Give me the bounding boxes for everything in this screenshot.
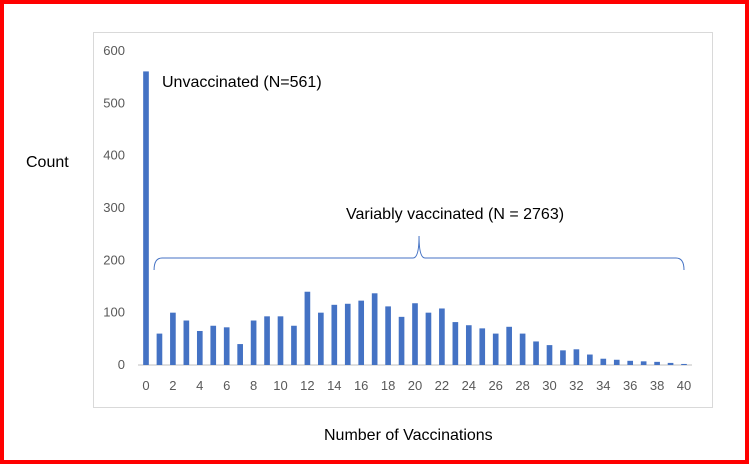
bar xyxy=(277,316,284,365)
x-axis-label: Number of Vaccinations xyxy=(324,427,493,444)
x-tick-label: 16 xyxy=(354,378,368,393)
bar xyxy=(344,303,351,365)
bar xyxy=(143,71,149,365)
annotation-unvaccinated: Unvaccinated (N=561) xyxy=(162,74,322,91)
y-tick-label: 500 xyxy=(103,95,125,110)
y-axis-label: Count xyxy=(26,154,69,171)
x-tick-label: 12 xyxy=(300,378,314,393)
bar xyxy=(479,328,486,365)
y-tick-label: 300 xyxy=(103,200,125,215)
bar xyxy=(613,359,620,365)
bar xyxy=(196,330,203,365)
x-tick-label: 32 xyxy=(569,378,583,393)
bar xyxy=(156,333,163,365)
bar xyxy=(600,358,607,365)
plot-area-border xyxy=(93,32,713,408)
bar xyxy=(587,354,593,365)
bar xyxy=(681,363,687,365)
y-tick-label: 200 xyxy=(103,252,125,267)
bar xyxy=(546,345,553,365)
x-tick-label: 28 xyxy=(515,378,529,393)
bar xyxy=(425,312,432,365)
bar xyxy=(492,333,499,365)
bar xyxy=(170,312,176,365)
x-tick-label: 24 xyxy=(462,378,476,393)
bar xyxy=(519,333,526,365)
y-tick-label: 600 xyxy=(103,43,125,58)
bar xyxy=(223,327,230,365)
bar xyxy=(304,291,311,365)
bar xyxy=(291,325,297,365)
x-tick-label: 20 xyxy=(408,378,422,393)
bar xyxy=(331,304,338,365)
bar xyxy=(371,293,378,365)
bar xyxy=(573,349,580,365)
bar xyxy=(183,320,190,365)
bar xyxy=(560,350,566,365)
x-tick-label: 40 xyxy=(677,378,691,393)
x-tick-label: 26 xyxy=(488,378,502,393)
bar xyxy=(506,326,512,365)
bar xyxy=(452,322,459,365)
bar xyxy=(412,303,418,365)
bar xyxy=(385,306,391,365)
bar xyxy=(654,361,660,365)
bar xyxy=(250,320,257,365)
y-tick-label: 400 xyxy=(103,148,125,163)
bar xyxy=(439,308,445,365)
bar xyxy=(210,325,217,365)
bar xyxy=(264,316,270,365)
bar xyxy=(640,361,647,365)
y-tick-label: 0 xyxy=(118,357,125,372)
bar xyxy=(398,316,405,365)
bar xyxy=(627,360,634,365)
x-tick-label: 36 xyxy=(623,378,637,393)
bar xyxy=(318,312,324,365)
x-tick-label: 14 xyxy=(327,378,341,393)
x-tick-label: 30 xyxy=(542,378,556,393)
x-tick-label: 10 xyxy=(273,378,287,393)
bar xyxy=(533,341,539,365)
y-tick-label: 100 xyxy=(103,305,125,320)
x-tick-label: 0 xyxy=(142,378,149,393)
bar xyxy=(465,325,472,365)
x-tick-label: 34 xyxy=(596,378,610,393)
curly-brace xyxy=(153,235,685,271)
x-tick-label: 18 xyxy=(381,378,395,393)
x-tick-label: 2 xyxy=(169,378,176,393)
bar xyxy=(358,300,365,365)
x-tick-label: 38 xyxy=(650,378,664,393)
x-tick-label: 8 xyxy=(250,378,257,393)
bar xyxy=(237,344,243,365)
x-tick-label: 22 xyxy=(435,378,449,393)
x-tick-label: 4 xyxy=(196,378,203,393)
x-tick-label: 6 xyxy=(223,378,230,393)
bar xyxy=(667,362,674,365)
annotation-variably-vaccinated: Variably vaccinated (N = 2763) xyxy=(346,206,564,223)
